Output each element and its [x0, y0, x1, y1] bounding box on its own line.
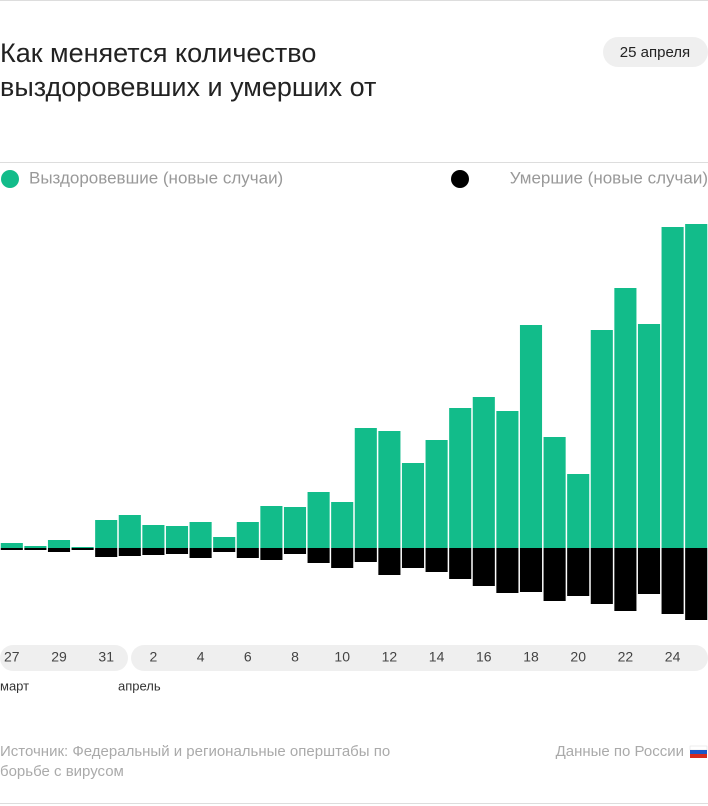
bar: [71, 547, 94, 548]
bar: [307, 492, 330, 548]
bar: [543, 548, 566, 601]
bar: [260, 548, 283, 560]
x-tick-label: 24: [665, 649, 681, 665]
bar: [142, 525, 165, 548]
bar: [260, 506, 283, 548]
bar: [637, 548, 661, 594]
bar: [425, 440, 448, 548]
legend-swatch: [1, 170, 19, 188]
x-tick-label: 29: [51, 649, 67, 665]
bar: [496, 411, 519, 548]
bar: [95, 520, 118, 548]
bar: [685, 224, 708, 548]
x-tick-label: 18: [523, 649, 539, 665]
bar: [543, 437, 566, 548]
x-tick-label: 31: [98, 649, 114, 665]
month-label: апрель: [118, 678, 161, 693]
bar: [685, 548, 708, 620]
month-label: март: [0, 678, 29, 693]
x-tick-label: 14: [429, 649, 445, 665]
bar: [472, 397, 495, 548]
bar: [519, 548, 543, 592]
tick-pill: [131, 645, 708, 671]
x-tick-label: 4: [197, 649, 205, 665]
bar: [283, 507, 307, 548]
bar: [590, 330, 613, 548]
bar: [378, 548, 401, 575]
tick-pill: [0, 645, 128, 671]
bar: [614, 548, 637, 611]
bar: [71, 548, 94, 550]
bar: [24, 546, 47, 548]
bar: [213, 537, 236, 548]
bar: [331, 502, 354, 548]
x-tick-label: 20: [570, 649, 586, 665]
bar: [449, 548, 472, 579]
bar: [165, 548, 189, 554]
bar: [95, 548, 118, 557]
x-tick-label: 16: [476, 649, 492, 665]
bar: [189, 548, 212, 558]
bar: [661, 227, 684, 548]
bar: [47, 548, 71, 552]
bar: [378, 431, 401, 548]
bar: [354, 428, 377, 548]
bar: [24, 548, 47, 550]
x-tick-label: 27: [4, 649, 20, 665]
bar: [425, 548, 448, 572]
bar: [661, 548, 684, 614]
bar: [118, 515, 141, 548]
source: борьбе с вирусом: [0, 763, 124, 780]
bar: [519, 325, 543, 548]
x-tick-label: 8: [291, 649, 299, 665]
bar: [283, 548, 307, 554]
bar: [165, 526, 189, 548]
bar: [307, 548, 330, 563]
date-pill: [603, 37, 708, 67]
bar: [0, 548, 23, 550]
chart-title: выздоровевших и умерших от: [0, 72, 376, 102]
legend-swatch: [451, 170, 469, 188]
bar: [401, 463, 425, 548]
bar: [614, 288, 637, 548]
source: Источник: Федеральный и региональные опе…: [0, 743, 390, 760]
legend-label: Выздоровевшие (новые случаи): [29, 168, 283, 187]
x-tick-label: 2: [150, 649, 158, 665]
bar: [142, 548, 165, 555]
bar: [354, 548, 377, 562]
bar: [236, 522, 259, 548]
bar: [401, 548, 425, 568]
bar: [189, 522, 212, 548]
bar: [213, 548, 236, 552]
bar: [637, 324, 661, 548]
x-tick-label: 22: [618, 649, 634, 665]
bar: [590, 548, 613, 604]
note: Данные по России: [556, 743, 684, 760]
bar: [331, 548, 354, 568]
bar: [496, 548, 519, 593]
date: 25 апреля: [620, 44, 690, 61]
legend-label: Умершие (новые случаи): [510, 168, 708, 187]
bar: [567, 474, 590, 548]
x-tick-label: 12: [382, 649, 398, 665]
bar: [449, 408, 472, 548]
bar: [567, 548, 590, 596]
bar: [118, 548, 141, 556]
x-tick-label: 10: [334, 649, 350, 665]
bar: [236, 548, 259, 558]
x-tick-label: 6: [244, 649, 252, 665]
bar: [472, 548, 495, 586]
flag: [689, 745, 708, 758]
bar: [0, 543, 23, 548]
chart-title: Как меняется количество: [0, 38, 316, 68]
bar: [47, 540, 71, 548]
